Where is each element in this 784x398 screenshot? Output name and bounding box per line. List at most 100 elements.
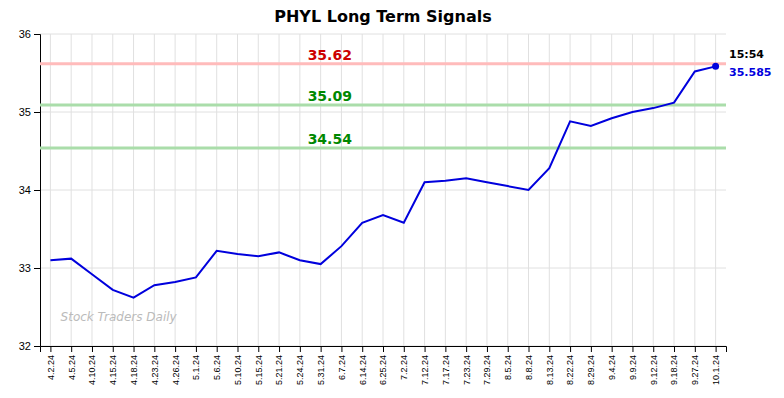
x-tick-mark [404,346,405,352]
x-tick: 4.10.24 [87,346,97,385]
x-tick-mark [508,346,509,352]
x-tick-label: 4.26.24 [171,355,181,385]
grid-line-x [279,34,280,346]
grid-line-x [320,34,321,346]
grid-line-x [694,34,695,346]
x-tick: 8.8.24 [524,346,534,380]
x-tick: 8.5.24 [503,346,513,380]
grid-line-x [175,34,176,346]
reference-line [40,103,726,106]
x-tick-label: 5.24.24 [295,355,305,385]
grid-line-x [237,34,238,346]
x-tick-label: 8.5.24 [503,355,513,380]
x-tick: 4.18.24 [129,346,139,385]
grid-line-x [362,34,363,346]
x-tick-mark [50,346,51,352]
grid-line-x [112,34,113,346]
x-tick: 7.23.24 [462,346,472,385]
x-tick: 7.12.24 [420,346,430,385]
y-tick-label: 36 [19,28,31,40]
y-tick-mark [34,34,40,35]
x-tick-label: 4.10.24 [87,355,97,385]
x-tick-label: 9.9.24 [628,355,638,380]
grid-line-x [341,34,342,346]
x-tick: 4.5.24 [67,346,77,380]
last-price: 35.585 [729,66,771,79]
reference-label: 35.62 [308,47,352,63]
x-tick-mark [591,346,592,352]
y-tick-mark [34,346,40,347]
y-tick: 34 [19,184,40,196]
x-axis-line [41,347,727,353]
x-tick: 7.2.24 [399,346,409,380]
price-line [50,66,715,297]
x-tick-mark [217,346,218,352]
x-tick: 9.4.24 [607,346,617,380]
x-tick-label: 9.18.24 [669,355,679,385]
x-tick: 10.1.24 [711,346,721,385]
grid-line-x [486,34,487,346]
x-tick-label: 5.1.24 [191,355,201,380]
grid-line-x [653,34,654,346]
last-point [712,63,719,70]
x-tick: 9.9.24 [628,346,638,380]
grid-line-x [299,34,300,346]
x-tick-mark [466,346,467,352]
x-tick-label: 10.1.24 [711,355,721,385]
grid-line-x [133,34,134,346]
grid-line-x [50,34,51,346]
x-tick-label: 4.5.24 [67,355,77,380]
x-tick: 6.7.24 [337,346,347,380]
watermark: Stock Traders Daily [61,310,178,324]
x-tick: 5.24.24 [295,346,305,385]
x-tick-label: 7.12.24 [420,355,430,385]
x-tick-mark [362,346,363,352]
grid-line-x [674,34,675,346]
x-tick-mark [113,346,114,352]
x-tick: 4.23.24 [150,346,160,385]
grid-line-x [403,34,404,346]
y-tick-label: 34 [19,184,31,196]
x-tick-label: 9.12.24 [649,355,659,385]
y-axis: 32 33 34 35 36 [19,28,41,352]
x-tick-label: 5.21.24 [274,355,284,385]
x-tick-mark [196,346,197,352]
grid [40,34,726,346]
chart: 32333435364.2.244.5.244.10.244.15.244.18… [0,0,784,398]
y-tick-label: 33 [19,262,31,274]
x-tick-label: 8.29.24 [586,355,596,385]
y-tick-mark [34,112,40,113]
grid-line-x [258,34,259,346]
grid-line-x [507,34,508,346]
grid-line-x [611,34,612,346]
grid-line-x [424,34,425,346]
x-tick-label: 8.8.24 [524,355,534,380]
x-tick: 5.10.24 [233,346,243,385]
data [40,63,726,298]
grid-line-x [71,34,72,346]
x-tick-mark [134,346,135,352]
x-tick-label: 5.6.24 [212,355,222,380]
x-tick: 8.22.24 [565,346,575,385]
reference-label: 34.54 [308,131,353,147]
x-tick-label: 4.2.24 [46,355,56,380]
x-axis: 4.2.244.5.244.10.244.15.244.18.244.23.24… [41,346,727,385]
x-tick-label: 5.15.24 [254,355,264,385]
x-tick-label: 6.14.24 [358,355,368,385]
grid-line-x [216,34,217,346]
x-tick-mark [695,346,696,352]
x-tick-mark [258,346,259,352]
x-tick: 7.17.24 [441,346,451,385]
x-tick-label: 5.10.24 [233,355,243,385]
x-tick-mark [175,346,176,352]
x-tick-mark [425,346,426,352]
x-tick-mark [154,346,155,352]
y-tick-label: 35 [19,106,31,118]
x-tick-mark [445,346,446,352]
x-tick-mark [653,346,654,352]
x-tick: 5.15.24 [254,346,264,385]
x-tick-mark [71,346,72,352]
y-tick: 32 [19,340,40,352]
reference-label: 35.09 [308,88,352,104]
x-tick-label: 4.23.24 [150,355,160,385]
